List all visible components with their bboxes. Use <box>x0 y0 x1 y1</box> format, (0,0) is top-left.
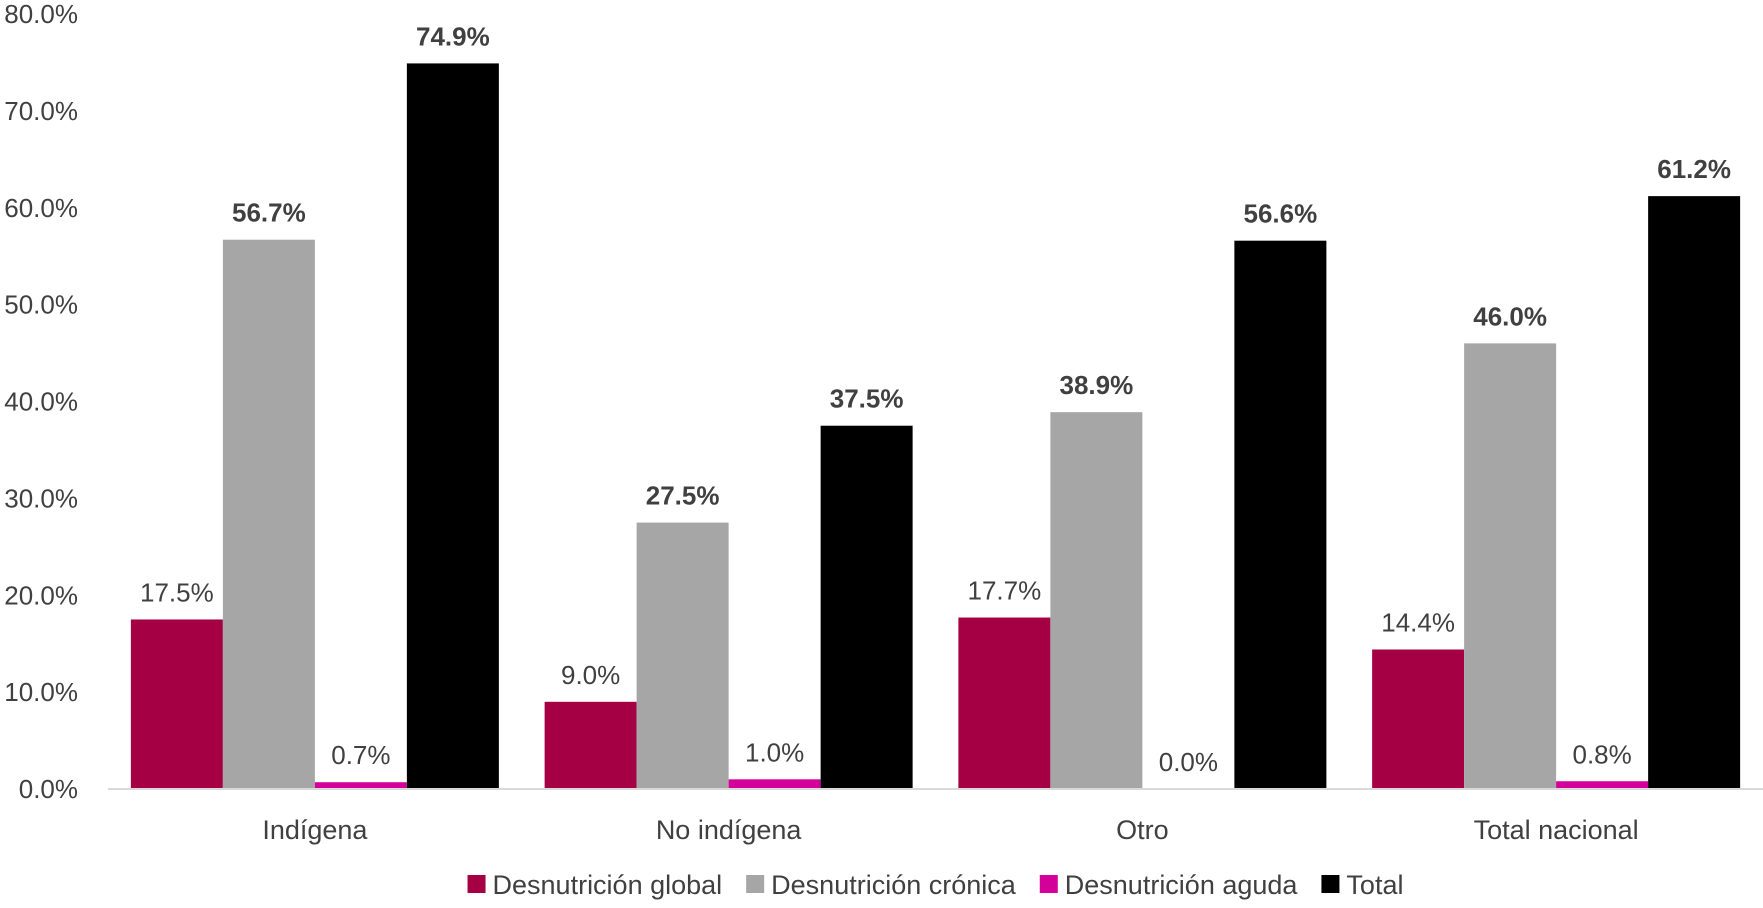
data-label: 61.2% <box>1657 154 1731 184</box>
legend-swatch <box>746 875 765 893</box>
bar <box>130 619 223 789</box>
x-tick-label: Indígena <box>262 815 368 845</box>
data-label: 0.7% <box>331 740 390 770</box>
y-tick-label: 40.0% <box>4 387 78 417</box>
legend: Desnutrición global Desnutrición crónica D… <box>467 870 1403 900</box>
legend-swatch <box>1039 875 1058 893</box>
x-tick-label: No indígena <box>656 815 803 845</box>
data-label: 56.7% <box>232 198 306 228</box>
y-tick-label: 30.0% <box>4 483 78 513</box>
y-tick-label: 0.0% <box>19 774 78 804</box>
y-tick-label: 20.0% <box>4 580 78 610</box>
data-label: 27.5% <box>646 481 720 511</box>
bar <box>544 701 637 789</box>
data-label: 14.4% <box>1381 608 1455 638</box>
bar <box>1234 240 1327 789</box>
bar <box>1648 196 1741 789</box>
data-label: 0.0% <box>1159 747 1218 777</box>
bar <box>222 239 315 789</box>
legend-label: Desnutrición global <box>493 870 723 900</box>
bar <box>728 779 821 789</box>
data-label: 17.7% <box>968 576 1042 606</box>
bar <box>636 522 729 789</box>
legend-label: Total <box>1346 870 1403 900</box>
data-label: 1.0% <box>745 737 804 767</box>
legend-label: Desnutrición crónica <box>771 870 1017 900</box>
y-tick-label: 50.0% <box>4 290 78 320</box>
data-label: 17.5% <box>140 577 214 607</box>
data-label: 9.0% <box>561 660 620 690</box>
y-tick-label: 80.0% <box>4 0 78 29</box>
data-labels: 17.5% 56.7% 0.7% 74.9% 9.0% 27.5% 1.0% 37.5% 17.… <box>140 21 1731 777</box>
x-axis: Indígena No indígena Otro Total nacional <box>262 815 1638 845</box>
bar-series-group <box>130 63 1741 789</box>
bar <box>314 782 407 789</box>
y-axis: 0.0% 10.0% 20.0% 30.0% 40.0% 50.0% 60.0% 70.0% 8… <box>4 0 78 804</box>
data-label: 38.9% <box>1060 370 1134 400</box>
legend-swatch <box>1321 875 1340 893</box>
bar <box>820 425 913 789</box>
bar <box>958 617 1051 789</box>
x-tick-label: Otro <box>1116 815 1169 845</box>
bar <box>1050 412 1143 789</box>
x-tick-label: Total nacional <box>1474 815 1639 845</box>
legend-swatch <box>467 875 486 893</box>
data-label: 0.8% <box>1572 739 1631 769</box>
bar <box>406 63 499 789</box>
legend-label: Desnutrición aguda <box>1065 870 1299 900</box>
y-tick-label: 60.0% <box>4 193 78 223</box>
data-label: 46.0% <box>1473 301 1547 331</box>
bar <box>1464 343 1557 789</box>
bar <box>1556 781 1649 789</box>
y-tick-label: 70.0% <box>4 96 78 126</box>
bar <box>1372 649 1465 789</box>
data-label: 74.9% <box>416 21 490 51</box>
data-label: 56.6% <box>1244 199 1318 229</box>
data-label: 37.5% <box>830 384 904 414</box>
y-tick-label: 10.0% <box>4 677 78 707</box>
